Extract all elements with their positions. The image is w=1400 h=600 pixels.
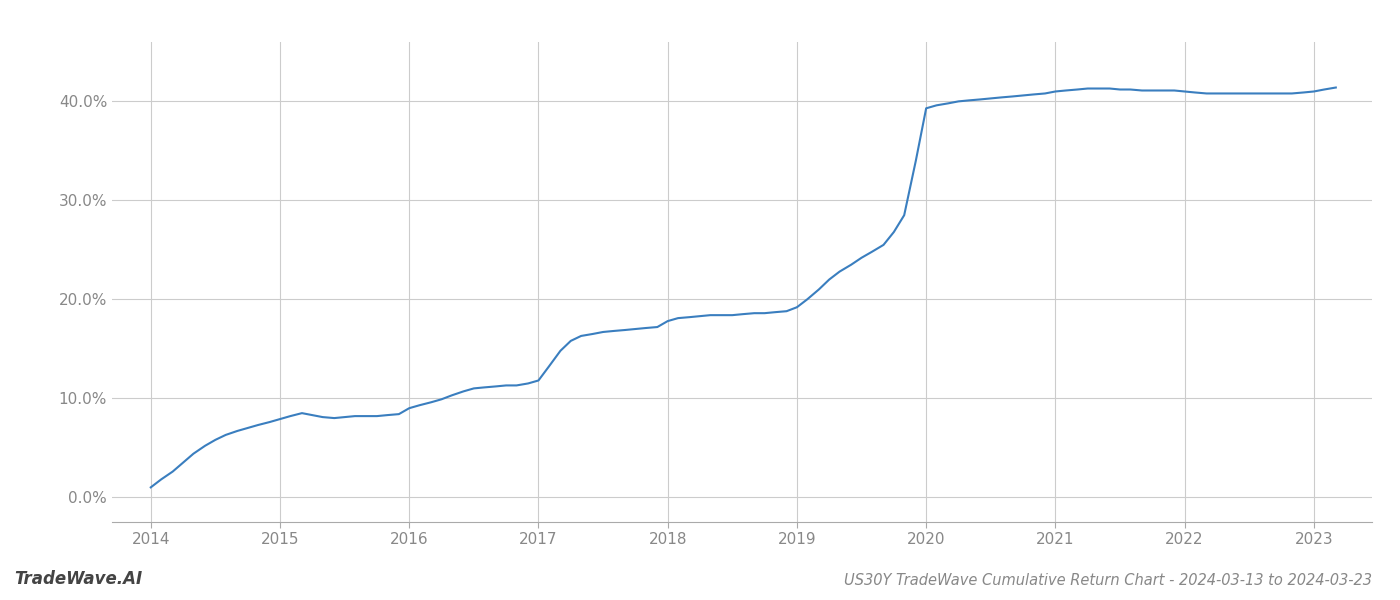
Text: TradeWave.AI: TradeWave.AI: [14, 570, 143, 588]
Text: US30Y TradeWave Cumulative Return Chart - 2024-03-13 to 2024-03-23: US30Y TradeWave Cumulative Return Chart …: [844, 573, 1372, 588]
